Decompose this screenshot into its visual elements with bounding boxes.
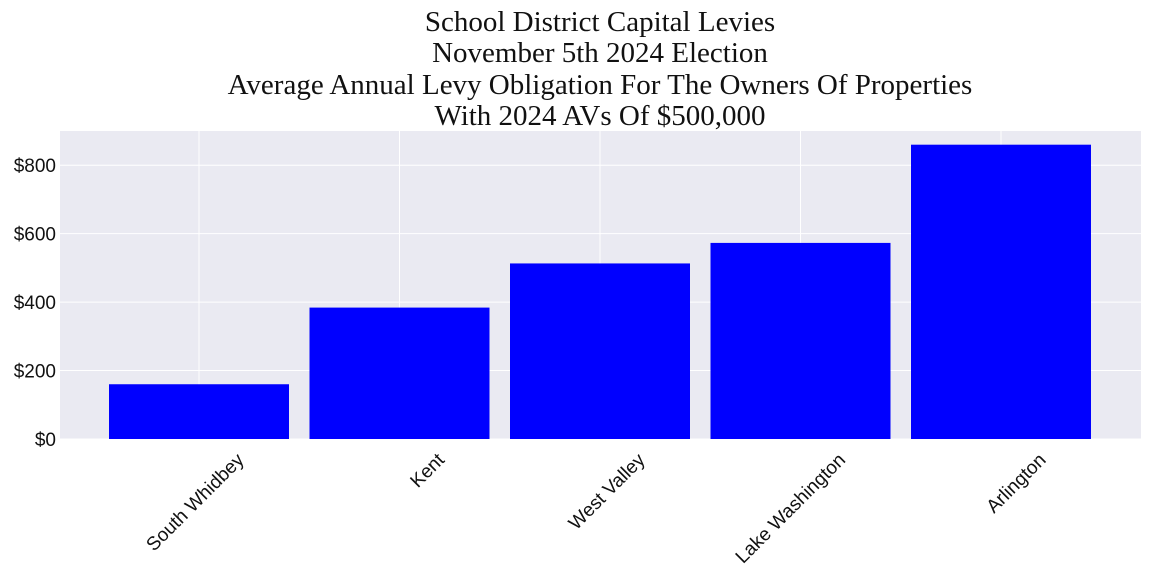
y-tick-label: $800 (14, 156, 56, 177)
y-tick-label: $400 (14, 293, 56, 314)
y-tick-label: $200 (14, 362, 56, 383)
title-line-4: With 2024 AVs Of $500,000 (434, 100, 765, 132)
x-tick-label: Arlington (983, 450, 1051, 518)
x-tick-label: Lake Washington (732, 450, 850, 568)
bar (510, 263, 690, 439)
x-axis-ticks: South Whidbey Kent West Valley Lake Washing… (143, 449, 1051, 568)
y-tick-label: $0 (35, 430, 56, 451)
title-line-2: November 5th 2024 Election (432, 37, 768, 69)
bar (109, 384, 289, 439)
x-tick-label: South Whidbey (143, 449, 249, 555)
x-tick-label: Kent (407, 449, 450, 492)
bar (710, 242, 891, 439)
bars (109, 144, 1091, 439)
y-tick-label: $600 (14, 225, 56, 246)
chart-title: School District Capital Levies November … (228, 6, 973, 132)
y-axis-ticks: $0 $200 $400 $600 $800 (14, 156, 56, 451)
bar (911, 144, 1091, 439)
title-line-1: School District Capital Levies (425, 6, 775, 38)
bar (309, 307, 490, 439)
x-tick-label: West Valley (565, 449, 650, 534)
title-line-3: Average Annual Levy Obligation For The O… (228, 69, 973, 101)
